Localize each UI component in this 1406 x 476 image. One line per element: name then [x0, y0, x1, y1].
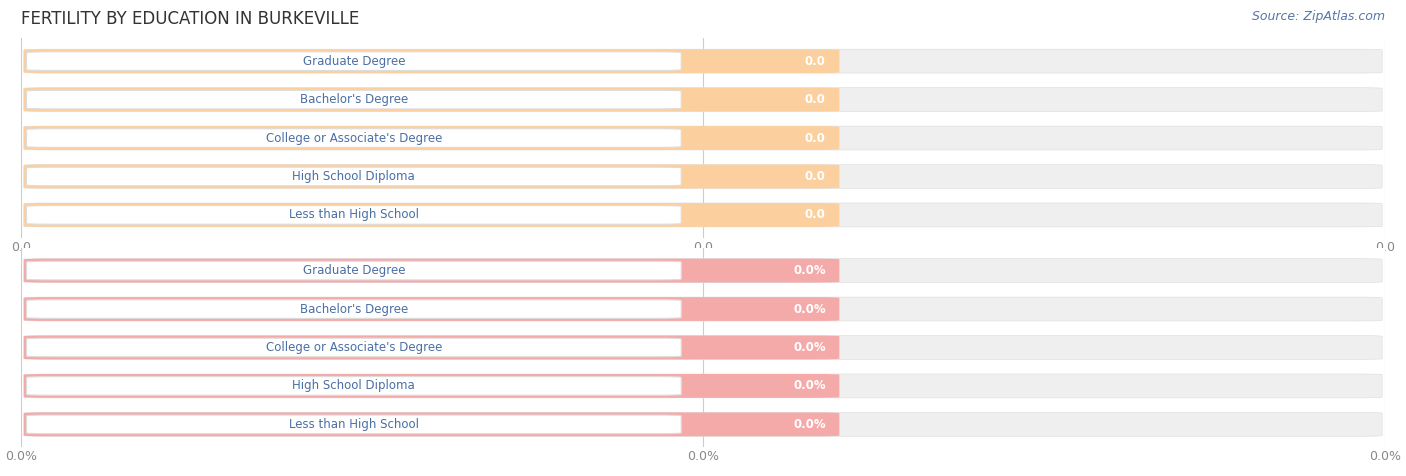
Text: 0.0%: 0.0% [793, 341, 825, 354]
FancyBboxPatch shape [24, 258, 839, 283]
FancyBboxPatch shape [24, 374, 839, 398]
Text: College or Associate's Degree: College or Associate's Degree [266, 131, 441, 145]
Text: 0.0%: 0.0% [793, 418, 825, 431]
FancyBboxPatch shape [24, 49, 1382, 73]
FancyBboxPatch shape [24, 336, 1382, 359]
Text: Bachelor's Degree: Bachelor's Degree [299, 93, 408, 106]
Text: 0.0%: 0.0% [793, 303, 825, 316]
Text: High School Diploma: High School Diploma [292, 379, 415, 392]
FancyBboxPatch shape [27, 300, 681, 318]
FancyBboxPatch shape [27, 261, 681, 280]
FancyBboxPatch shape [24, 203, 839, 227]
FancyBboxPatch shape [24, 165, 1382, 188]
FancyBboxPatch shape [27, 90, 681, 109]
Text: 0.0: 0.0 [804, 55, 825, 68]
FancyBboxPatch shape [24, 297, 1382, 321]
FancyBboxPatch shape [27, 52, 681, 70]
FancyBboxPatch shape [27, 338, 681, 357]
Text: 0.0: 0.0 [804, 93, 825, 106]
Text: 0.0%: 0.0% [793, 379, 825, 392]
Text: Source: ZipAtlas.com: Source: ZipAtlas.com [1251, 10, 1385, 22]
FancyBboxPatch shape [24, 126, 1382, 150]
FancyBboxPatch shape [24, 297, 839, 321]
FancyBboxPatch shape [24, 374, 1382, 398]
Text: Graduate Degree: Graduate Degree [302, 55, 405, 68]
FancyBboxPatch shape [27, 206, 681, 224]
FancyBboxPatch shape [24, 126, 839, 150]
Text: 0.0: 0.0 [804, 131, 825, 145]
Text: FERTILITY BY EDUCATION IN BURKEVILLE: FERTILITY BY EDUCATION IN BURKEVILLE [21, 10, 360, 28]
FancyBboxPatch shape [24, 258, 1382, 283]
FancyBboxPatch shape [24, 203, 1382, 227]
FancyBboxPatch shape [24, 412, 839, 436]
FancyBboxPatch shape [24, 88, 1382, 111]
FancyBboxPatch shape [27, 415, 681, 434]
FancyBboxPatch shape [27, 377, 681, 395]
FancyBboxPatch shape [24, 49, 839, 73]
Text: Bachelor's Degree: Bachelor's Degree [299, 303, 408, 316]
FancyBboxPatch shape [27, 129, 681, 148]
Text: 0.0%: 0.0% [793, 264, 825, 277]
Text: High School Diploma: High School Diploma [292, 170, 415, 183]
Text: Less than High School: Less than High School [288, 418, 419, 431]
FancyBboxPatch shape [24, 88, 839, 111]
Text: 0.0: 0.0 [804, 170, 825, 183]
Text: Less than High School: Less than High School [288, 208, 419, 221]
FancyBboxPatch shape [27, 167, 681, 186]
FancyBboxPatch shape [24, 165, 839, 188]
Text: Graduate Degree: Graduate Degree [302, 264, 405, 277]
Text: College or Associate's Degree: College or Associate's Degree [266, 341, 441, 354]
FancyBboxPatch shape [24, 336, 839, 359]
Text: 0.0: 0.0 [804, 208, 825, 221]
FancyBboxPatch shape [24, 412, 1382, 436]
